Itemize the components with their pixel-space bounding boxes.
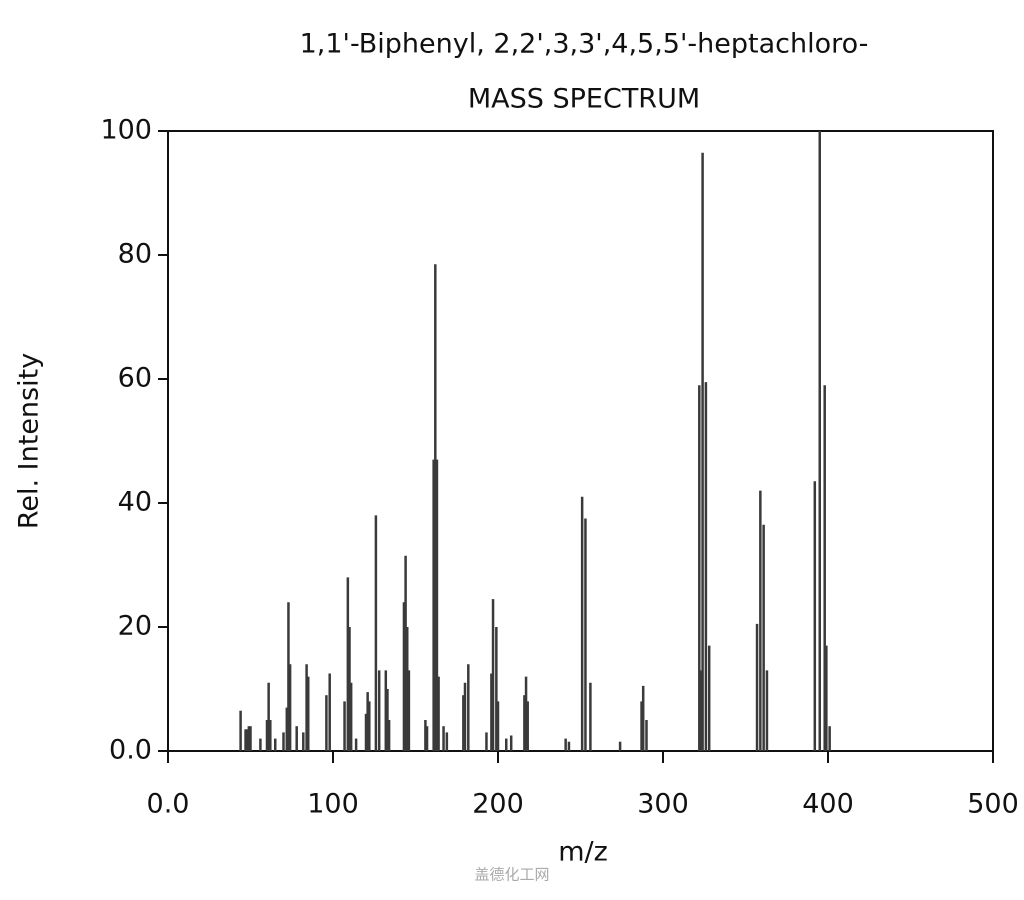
x-tick-label: 0.0 [147,789,190,820]
x-tick-label: 100 [307,789,359,820]
y-tick-label: 80 [118,239,152,270]
y-tick-label: 100 [100,115,152,146]
y-tick-label: 60 [118,363,152,394]
y-tick-label: 20 [118,611,152,642]
y-axis-label: Rel. Intensity [14,353,45,529]
chart-subtitle: MASS SPECTRUM [468,84,700,115]
x-tick-label: 400 [802,789,854,820]
x-axis-label: m/z [558,837,608,868]
x-tick-label: 200 [472,789,524,820]
y-tick-label: 0.0 [109,735,152,766]
x-tick-label: 300 [637,789,689,820]
watermark: 盖德化工网 [474,866,549,884]
x-tick-label: 500 [967,789,1019,820]
plot-frame [167,130,994,752]
y-tick-label: 40 [118,487,152,518]
chart-title: 1,1'-Biphenyl, 2,2',3,3',4,5,5'-heptachl… [300,29,869,60]
